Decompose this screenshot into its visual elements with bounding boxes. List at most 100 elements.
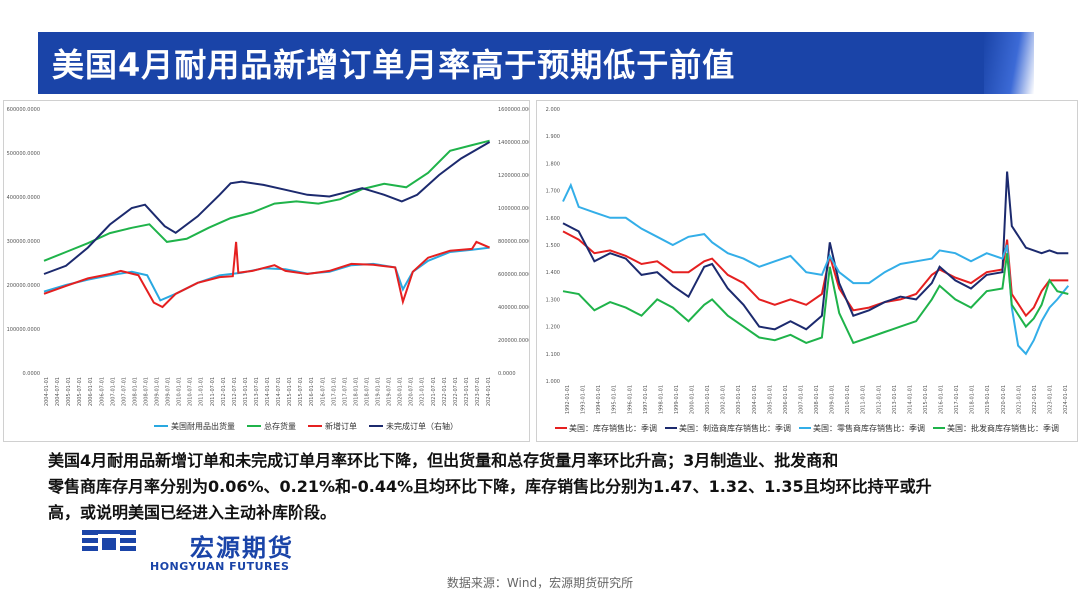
series-line-1 <box>43 139 490 262</box>
y-tick-label: 2.000 <box>546 107 560 113</box>
x-tick-label: 2006-01-01 <box>88 377 94 406</box>
legend-label: 美国：库存销售比：季调 <box>569 423 657 433</box>
page-title: 美国4月耐用品新增订单月率高于预期低于前值 <box>52 46 736 84</box>
x-tick-label: 2022-01-01 <box>442 377 448 406</box>
analysis-line-2: 零售商库存月率分别为0.06%、0.21%和-0.44%且均环比下降，库存销售比… <box>48 477 932 496</box>
x-tick-label: 2007-07-01 <box>121 377 127 406</box>
y-tick-label: 1.500 <box>546 243 560 249</box>
x-tick-label: 2004-01-01 <box>752 385 758 414</box>
x-tick-label: 2021-07-01 <box>431 377 437 406</box>
x-tick-label: 2024-01-01 <box>1063 385 1069 414</box>
x-tick-label: 1993-01-01 <box>581 385 587 414</box>
logo-mark-icon <box>82 530 136 554</box>
x-tick-label: 2009-01-01 <box>155 377 161 406</box>
y-right-tick-label: 1400000.0000 <box>498 140 529 146</box>
x-tick-label: 2018-01-01 <box>353 377 359 406</box>
y-right-tick-label: 400000.0000 <box>498 305 529 311</box>
x-tick-label: 2005-07-01 <box>77 377 83 406</box>
chart1-svg: 600000.0000 500000.0000 400000.0000 300000.… <box>7 107 529 431</box>
y-right-tick-label: 0.0000 <box>498 371 516 377</box>
x-tick-label: 2007-01-01 <box>110 377 116 406</box>
y-right-tick-label: 1600000.0000 <box>498 107 529 113</box>
x-tick-label: 2021-01-01 <box>1016 385 1022 414</box>
x-tick-label: 2017-07-01 <box>342 377 348 406</box>
x-tick-label: 2004-01-01 <box>44 377 50 406</box>
series-line-3 <box>562 253 1069 345</box>
x-tick-label: 2023-01-01 <box>1047 385 1053 414</box>
series-line-1 <box>562 171 1069 331</box>
legend-label: 美国耐用品出货量 <box>171 421 235 431</box>
x-tick-label: 2016-01-01 <box>309 377 315 406</box>
x-tick-label: 2017-01-01 <box>331 377 337 406</box>
y-tick-label: 1.600 <box>546 216 560 222</box>
y-tick-label: 1.900 <box>546 134 560 140</box>
x-tick-label: 2015-01-01 <box>287 377 293 406</box>
logo-cn-text: 宏源期货 <box>190 534 294 562</box>
x-tick-label: 2014-01-01 <box>265 377 271 406</box>
x-tick-label: 2001-01-01 <box>705 385 711 414</box>
logo-en-text: HONGYUAN FUTURES <box>150 560 290 573</box>
x-tick-label: 2007-01-01 <box>798 385 804 414</box>
y-right-tick-label: 200000.0000 <box>498 338 529 344</box>
series-line-3 <box>43 141 491 275</box>
x-tick-label: 2017-01-01 <box>954 385 960 414</box>
x-tick-label: 2013-01-01 <box>892 385 898 414</box>
legend-label: 未完成订单（右轴） <box>386 421 458 431</box>
legend-label: 新增订单 <box>325 421 357 431</box>
x-tick-label: 2008-01-01 <box>814 385 820 414</box>
chart2-svg: 2.000 1.900 1.800 1.700 1.600 1.500 1.400 1.300… <box>546 107 1070 433</box>
x-tick-label: 2012-07-01 <box>232 377 238 406</box>
x-tick-label: 2002-01-01 <box>721 385 727 414</box>
y-tick-label: 1.100 <box>546 352 560 358</box>
y-tick-label: 1.300 <box>546 297 560 303</box>
y-tick-label: 1.400 <box>546 270 560 276</box>
y-right-tick-label: 600000.0000 <box>498 272 529 278</box>
x-tick-label: 2018-01-01 <box>970 385 976 414</box>
x-tick-label: 2010-01-01 <box>177 377 183 406</box>
x-tick-label: 2019-01-01 <box>376 377 382 406</box>
x-tick-label: 2010-07-01 <box>188 377 194 406</box>
x-tick-label: 2005-01-01 <box>767 385 773 414</box>
y-tick-label: 1.200 <box>546 325 560 331</box>
x-tick-label: 2020-07-01 <box>409 377 415 406</box>
x-tick-label: 2014-07-01 <box>276 377 282 406</box>
y-left-tick-label: 100000.0000 <box>7 327 40 333</box>
x-tick-label: 2008-01-01 <box>132 377 138 406</box>
x-tick-label: 2012-01-01 <box>221 377 227 406</box>
x-tick-label: 1995-01-01 <box>612 385 618 414</box>
y-left-tick-label: 0.0000 <box>23 371 41 377</box>
series-line-2 <box>562 182 1070 356</box>
y-left-tick-label: 500000.0000 <box>7 151 40 157</box>
x-tick-label: 2013-01-01 <box>243 377 249 406</box>
y-left-tick-label: 200000.0000 <box>7 283 40 289</box>
y-right-tick-label: 800000.0000 <box>498 239 529 245</box>
x-tick-label: 1999-01-01 <box>674 385 680 414</box>
x-tick-label: 2022-07-01 <box>453 377 459 406</box>
x-tick-label: 2015-01-01 <box>923 385 929 414</box>
x-tick-label: 2006-07-01 <box>99 377 105 406</box>
legend-label: 美国：制造商库存销售比：季调 <box>679 423 791 433</box>
x-tick-label: 2003-01-01 <box>736 385 742 414</box>
legend-label: 美国：零售商库存销售比：季调 <box>813 423 925 433</box>
x-tick-label: 2011-01-01 <box>199 377 205 406</box>
x-tick-label: 2006-01-01 <box>783 385 789 414</box>
x-tick-label: 2010-01-01 <box>845 385 851 414</box>
x-tick-label: 2008-07-01 <box>143 377 149 406</box>
data-source: 数据来源：Wind，宏源期货研究所 <box>446 576 634 590</box>
x-tick-label: 2016-01-01 <box>939 385 945 414</box>
x-tick-label: 2021-01-01 <box>420 377 426 406</box>
x-tick-label: 2020-01-01 <box>1001 385 1007 414</box>
y-tick-label: 1.700 <box>546 189 560 195</box>
y-tick-label: 1.000 <box>546 379 560 385</box>
y-left-tick-label: 400000.0000 <box>7 195 40 201</box>
x-tick-label: 2013-07-01 <box>254 377 260 406</box>
x-tick-label: 1998-01-01 <box>658 385 664 414</box>
x-tick-label: 2000-01-01 <box>690 385 696 414</box>
x-tick-label: 2016-07-01 <box>320 377 326 406</box>
x-tick-label: 2023-07-01 <box>475 377 481 406</box>
chart-durable-goods: 600000.0000 500000.0000 400000.0000 300000.… <box>3 100 530 442</box>
x-tick-label: 2019-07-01 <box>387 377 393 406</box>
legend-label: 总存货量 <box>264 421 296 431</box>
x-tick-label: 2009-07-01 <box>166 377 172 406</box>
x-tick-label: 2019-01-01 <box>985 385 991 414</box>
